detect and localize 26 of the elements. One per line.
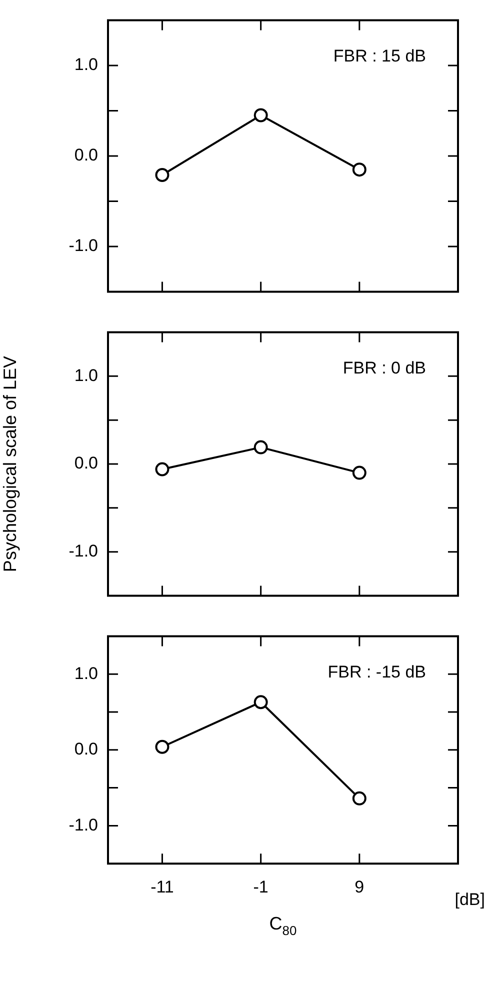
x-tick-label: 9	[354, 877, 364, 896]
y-tick-label: 1.0	[74, 664, 98, 683]
point	[155, 168, 170, 182]
y-tick-label: -1.0	[68, 236, 98, 256]
point	[254, 440, 268, 454]
point	[352, 162, 366, 177]
annotation: FBR : -15 dB	[328, 662, 426, 682]
y-tick-label: 0.0	[74, 146, 98, 165]
y-tick-label: 0.0	[74, 740, 98, 759]
y-tick-label: 1.0	[74, 366, 98, 385]
annotation: FBR : 15 dB	[333, 46, 426, 66]
y-tick-label: 0.0	[74, 454, 98, 473]
x-tick-label: -11	[150, 877, 174, 896]
x-tick-label: -1	[253, 877, 268, 896]
point	[254, 108, 268, 122]
point	[155, 740, 170, 754]
point	[155, 462, 170, 476]
point	[352, 466, 366, 480]
y-axis-title: Psychological scale of LEV	[0, 356, 20, 572]
point	[352, 791, 366, 806]
y-tick-label: -1.0	[68, 815, 98, 834]
annotation: FBR : 0 dB	[342, 358, 426, 378]
y-tick-label: -1.0	[68, 542, 98, 561]
point	[254, 695, 268, 710]
text: [dB]	[454, 890, 485, 909]
y-tick-label: 1.0	[74, 55, 98, 74]
